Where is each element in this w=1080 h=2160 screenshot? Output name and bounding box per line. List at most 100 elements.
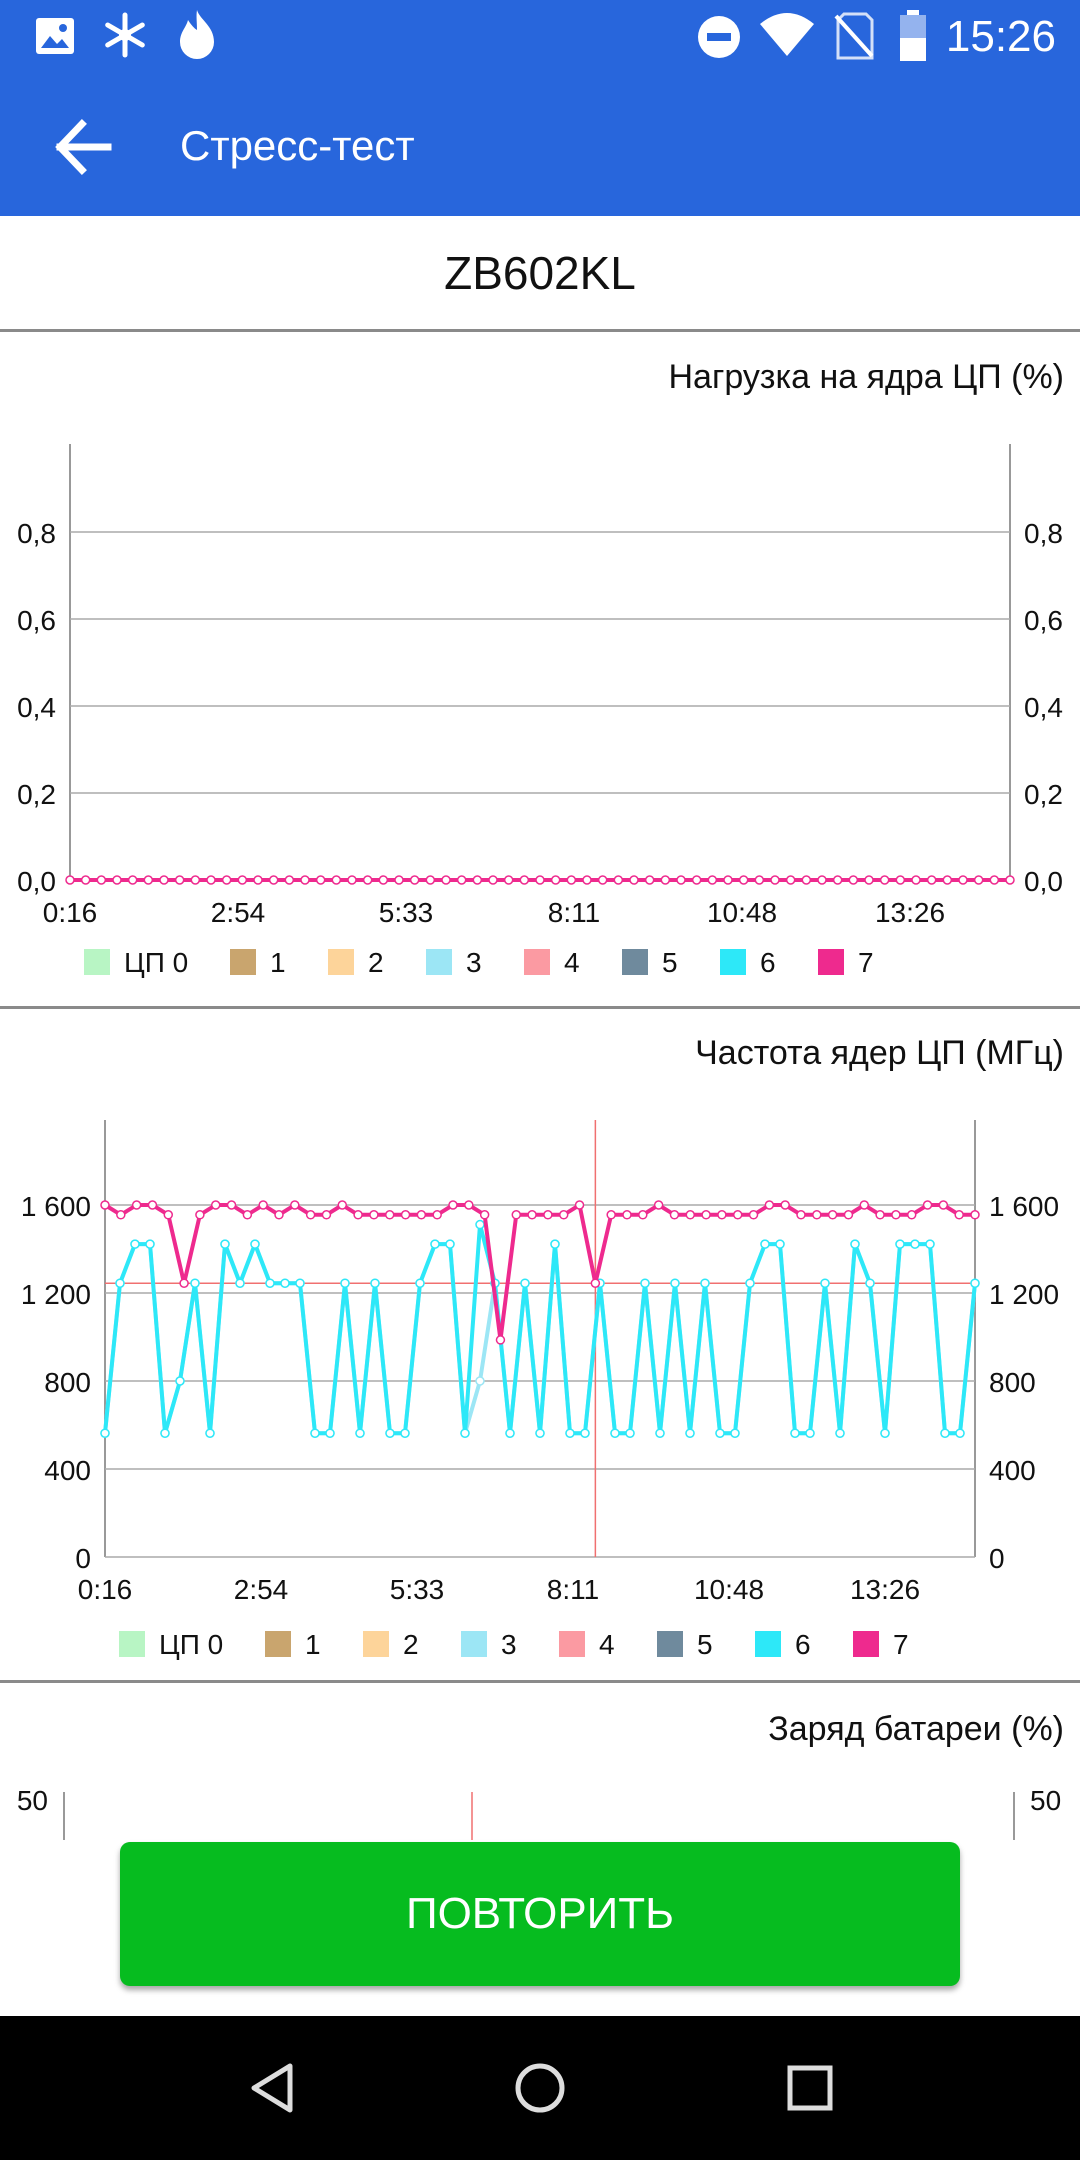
- data-point: [550, 1239, 560, 1249]
- data-point: [127, 875, 138, 885]
- data-point: [415, 1278, 425, 1288]
- wifi-icon: [760, 13, 814, 56]
- data-point: [290, 1200, 300, 1210]
- data-point: [848, 875, 859, 885]
- data-point: [958, 875, 968, 885]
- data-point: [622, 1210, 632, 1220]
- data-point: [441, 875, 451, 885]
- nav-recents-icon[interactable]: [782, 2060, 838, 2116]
- data-point: [700, 1278, 710, 1288]
- nav-back-icon[interactable]: [246, 2060, 298, 2116]
- page-title: Стресс-тест: [180, 122, 415, 169]
- data-point: [400, 1428, 410, 1438]
- data-point: [163, 1210, 174, 1220]
- x-tick-label: 13:26: [850, 1574, 920, 1605]
- legend-swatch-3: [426, 949, 452, 975]
- data-point: [922, 1200, 933, 1210]
- data-point: [606, 1210, 616, 1220]
- divider: [0, 1006, 1080, 1009]
- x-tick-label: 2:54: [234, 1574, 289, 1605]
- data-point: [295, 1278, 305, 1288]
- y-tick-label-right: 0,8: [1024, 518, 1063, 549]
- data-point: [221, 875, 232, 885]
- y-tick-label-right: 1 200: [989, 1279, 1059, 1310]
- legend-swatch-6: [755, 1631, 781, 1657]
- data-point: [820, 1278, 830, 1288]
- data-point: [384, 1210, 395, 1220]
- y-tick-label-right: 400: [989, 1455, 1036, 1486]
- data-point: [430, 1239, 440, 1249]
- data-point: [519, 875, 530, 885]
- data-point: [805, 1428, 815, 1438]
- legend-label-6: 6: [760, 947, 776, 978]
- y-tick-label-left: 0,0: [17, 866, 56, 897]
- data-point: [100, 1200, 110, 1210]
- data-point: [321, 1210, 332, 1220]
- no-sim-icon: [834, 12, 874, 60]
- data-point: [253, 875, 263, 885]
- data-point: [938, 1200, 949, 1210]
- device-name: ZB602KL: [444, 247, 636, 299]
- data-point: [610, 1428, 620, 1438]
- data-point: [210, 1200, 221, 1210]
- data-point: [432, 1210, 442, 1220]
- data-point: [527, 1210, 537, 1220]
- divider: [0, 1680, 1080, 1683]
- data-point: [748, 1210, 759, 1220]
- y-tick-label-right: 0: [989, 1543, 1005, 1574]
- data-point: [355, 1428, 365, 1438]
- data-point: [801, 875, 812, 885]
- data-point: [859, 1200, 870, 1210]
- legend-swatch-0: [84, 949, 110, 975]
- data-point: [629, 875, 639, 885]
- data-point: [670, 1278, 680, 1288]
- legend-label-7: 7: [893, 1629, 909, 1660]
- y-tick-label-left: 50: [17, 1785, 48, 1816]
- battery-icon: [900, 10, 926, 61]
- data-point: [955, 1428, 965, 1438]
- y-tick-label-left: 0,6: [17, 605, 56, 636]
- legend-label-6: 6: [795, 1629, 811, 1660]
- series-line-6: [103, 1222, 977, 1436]
- data-point: [875, 1210, 885, 1220]
- data-point: [973, 875, 984, 885]
- data-point: [925, 1239, 935, 1249]
- legend-swatch-2: [328, 949, 354, 975]
- data-point: [65, 875, 75, 885]
- cpu-load-chart-title: Нагрузка на ядра ЦП (%): [668, 358, 1064, 396]
- data-point: [353, 1210, 363, 1220]
- data-point: [305, 1210, 316, 1220]
- data-point: [785, 875, 796, 885]
- gallery-notification-icon: [36, 18, 74, 54]
- data-point: [464, 1200, 474, 1210]
- data-point: [543, 1210, 553, 1220]
- legend-swatch-5: [657, 1631, 683, 1657]
- y-tick-label-right: 1 600: [989, 1191, 1059, 1222]
- data-point: [175, 1376, 185, 1386]
- data-point: [511, 1210, 522, 1220]
- data-point: [340, 1278, 350, 1288]
- data-point: [745, 1278, 755, 1288]
- data-point: [445, 1239, 455, 1249]
- x-tick-label: 5:33: [390, 1574, 445, 1605]
- data-point: [895, 1239, 905, 1249]
- data-point: [250, 1239, 260, 1249]
- data-point: [325, 1428, 335, 1438]
- repeat-button[interactable]: ПОВТОРИТЬ: [120, 1842, 960, 1986]
- data-point: [880, 1428, 890, 1438]
- data-point: [574, 1200, 585, 1210]
- data-point: [911, 875, 921, 885]
- y-tick-label-left: 400: [44, 1455, 91, 1486]
- data-point: [242, 1210, 253, 1220]
- data-point: [448, 1200, 458, 1210]
- data-point: [565, 1428, 575, 1438]
- status-bar: 15:26: [0, 0, 1080, 74]
- back-button[interactable]: [40, 112, 130, 182]
- data-point: [850, 1239, 860, 1249]
- data-point: [505, 1428, 515, 1438]
- data-point: [280, 1278, 290, 1288]
- data-point: [145, 1239, 155, 1249]
- nav-home-icon[interactable]: [510, 2060, 570, 2116]
- data-point: [315, 875, 326, 885]
- legend-swatch-4: [524, 949, 550, 975]
